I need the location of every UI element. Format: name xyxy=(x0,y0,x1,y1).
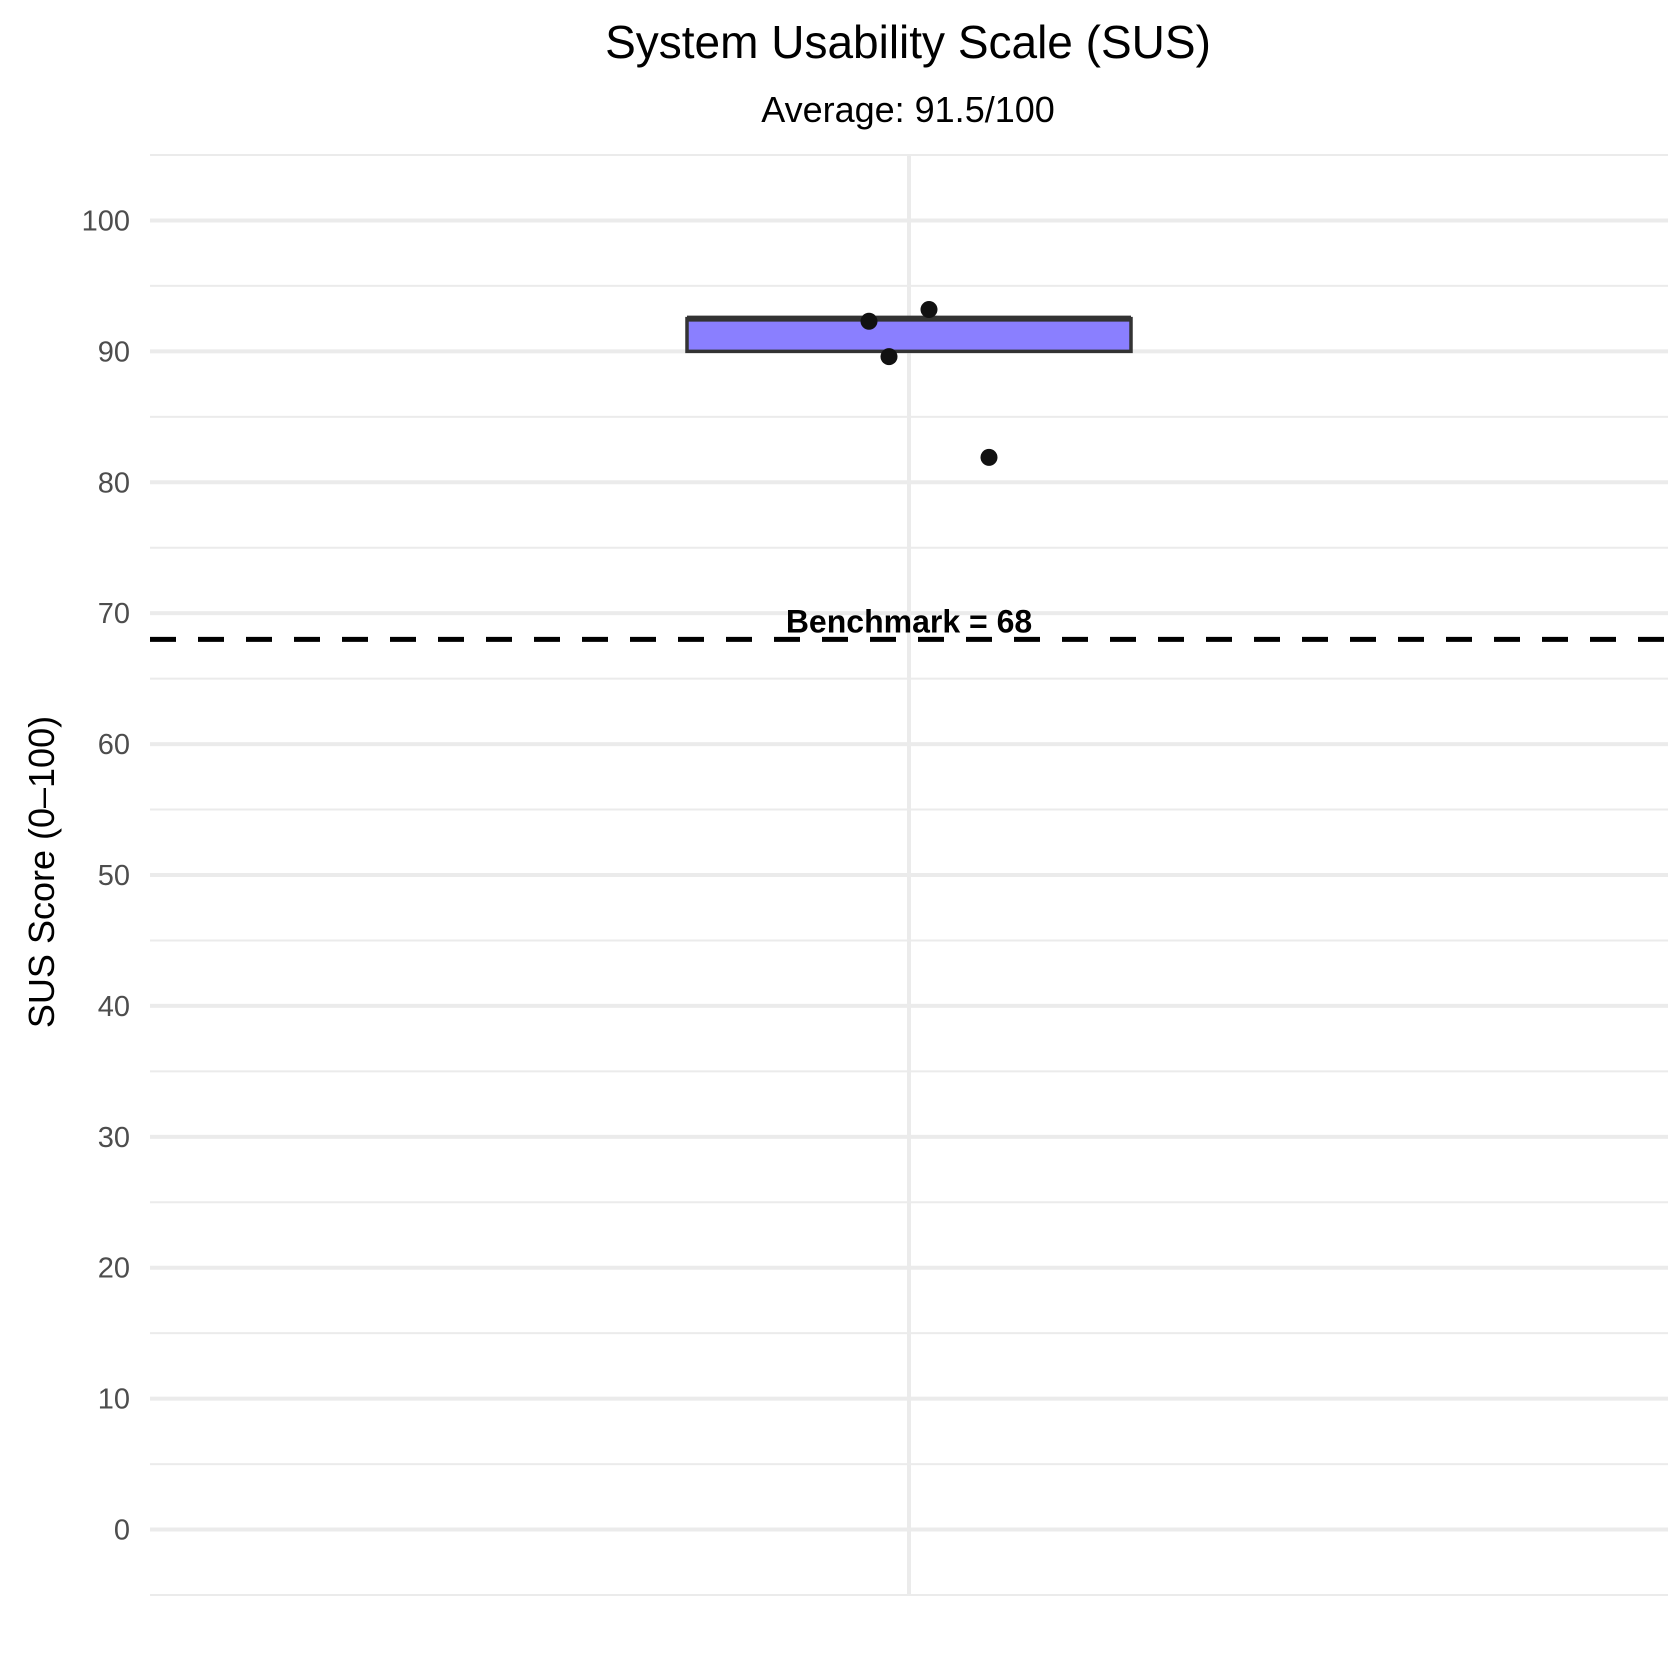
data-point xyxy=(980,448,998,466)
y-tick-label: 40 xyxy=(98,991,130,1023)
grid-layer xyxy=(150,154,1668,1596)
y-tick-label: 20 xyxy=(98,1253,130,1285)
y-tick-label: 60 xyxy=(98,729,130,761)
y-tick-label: 100 xyxy=(82,205,130,237)
chart-title: System Usability Scale (SUS) xyxy=(605,16,1211,68)
y-tick-label: 30 xyxy=(98,1122,130,1154)
data-point xyxy=(860,312,878,330)
chart-subtitle: Average: 91.5/100 xyxy=(761,89,1055,130)
y-axis-title: SUS Score (0–100) xyxy=(21,716,62,1028)
y-tick-label: 90 xyxy=(98,336,130,368)
benchmark-layer: Benchmark = 68 xyxy=(150,603,1668,642)
data-point xyxy=(880,348,898,366)
box-layer xyxy=(685,315,1133,354)
y-tick-label: 80 xyxy=(98,467,130,499)
points-layer xyxy=(860,300,998,466)
y-axis-ticks: 0 10 20 30 40 50 60 70 80 90 100 xyxy=(82,205,130,1546)
benchmark-label: Benchmark = 68 xyxy=(786,603,1032,639)
y-tick-label: 0 xyxy=(114,1515,130,1547)
y-tick-label: 50 xyxy=(98,860,130,892)
y-tick-label: 70 xyxy=(98,598,130,630)
data-point xyxy=(920,300,938,318)
box-body xyxy=(685,316,1133,354)
y-tick-label: 10 xyxy=(98,1384,130,1416)
